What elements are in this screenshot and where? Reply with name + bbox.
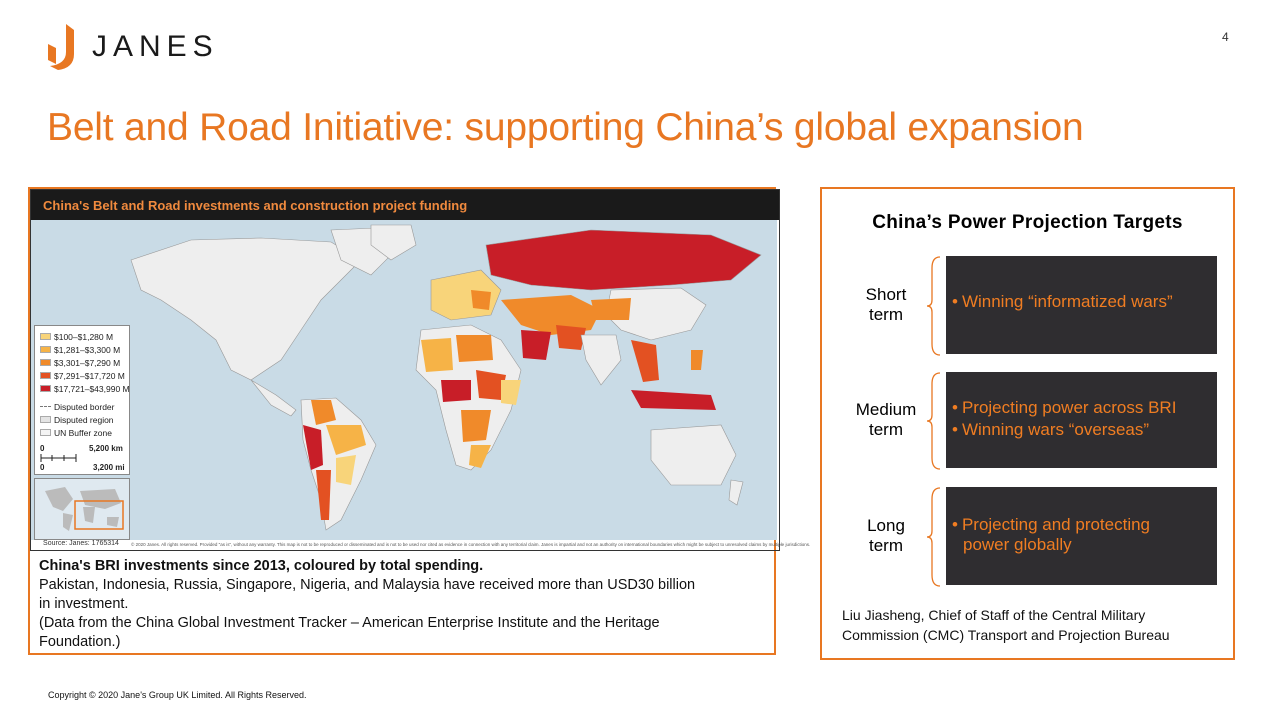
term-label-line: term xyxy=(869,305,903,324)
term-label-line: term xyxy=(869,420,903,439)
target-bullet: • Winning “informatized wars” xyxy=(952,292,1173,311)
map-figure: China's Belt and Road investments and co… xyxy=(30,189,810,551)
attribution-line: Commission (CMC) Transport and Projectio… xyxy=(842,627,1170,643)
target-box-short: • Winning “informatized wars” xyxy=(946,256,1217,354)
map-panel: China's Belt and Road investments and co… xyxy=(28,187,810,655)
world-map xyxy=(31,220,777,540)
legend-item: $1,281–$3,300 M xyxy=(40,344,121,355)
term-label-line: Medium xyxy=(855,400,917,419)
legend-item: $17,721–$43,990 M xyxy=(40,383,130,394)
targets-panel: China’s Power Projection Targets Short t… xyxy=(820,187,1235,660)
scale-mi: 3,200 mi xyxy=(93,463,125,472)
curly-bracket-icon xyxy=(926,256,941,356)
scale-km: 5,200 km xyxy=(89,444,123,453)
attribution-line: Liu Jiasheng, Chief of Staff of the Cent… xyxy=(842,607,1146,623)
legend-label: Disputed region xyxy=(54,414,114,425)
brand-name: JANES xyxy=(92,30,219,63)
caption-line: Foundation.) xyxy=(39,634,121,650)
legend-label: $17,721–$43,990 M xyxy=(54,383,130,394)
legend-item: UN Buffer zone xyxy=(40,427,112,438)
slide-title: Belt and Road Initiative: supporting Chi… xyxy=(47,106,1084,149)
legend-label: $100–$1,280 M xyxy=(54,331,114,342)
legend-label: $7,291–$17,720 M xyxy=(54,370,125,381)
targets-title: China’s Power Projection Targets xyxy=(872,212,1183,233)
caption-line: in investment. xyxy=(39,596,129,612)
curly-bracket-icon xyxy=(926,487,941,587)
legend-label: $3,301–$7,290 M xyxy=(54,357,121,368)
target-bullet: • Projecting power across BRI xyxy=(952,398,1177,417)
target-box-long: • Projecting and protecting power globall… xyxy=(946,487,1217,585)
target-bullet: • Winning wars “overseas” xyxy=(952,420,1150,439)
legend-item: Disputed region xyxy=(40,414,114,425)
target-bullet-continuation: power globally xyxy=(963,535,1072,554)
term-label-medium: Medium term xyxy=(830,400,942,440)
scale-zero: 0 xyxy=(40,444,45,453)
caption-line: (Data from the China Global Investment T… xyxy=(39,615,660,631)
target-bullet: • Projecting and protecting xyxy=(952,515,1151,534)
map-title: China's Belt and Road investments and co… xyxy=(43,198,468,213)
map-caption: China's BRI investments since 2013, colo… xyxy=(39,557,769,652)
term-label-short: Short term xyxy=(830,285,942,325)
map-header: China's Belt and Road investments and co… xyxy=(31,190,779,220)
legend-item: $7,291–$17,720 M xyxy=(40,370,125,381)
term-label-line: Short xyxy=(865,285,907,304)
caption-heading: China's BRI investments since 2013, colo… xyxy=(39,558,484,574)
scale-zero: 0 xyxy=(40,463,45,472)
map-footnote: © 2020 Janes. All rights reserved. Provi… xyxy=(131,542,811,547)
legend-item: $100–$1,280 M xyxy=(40,331,114,342)
scale-bar-icon xyxy=(40,454,77,462)
legend-label: $1,281–$3,300 M xyxy=(54,344,121,355)
legend-label: Disputed border xyxy=(54,401,115,412)
target-box-medium: • Projecting power across BRI • Winning wa… xyxy=(946,372,1217,468)
locator-map-icon xyxy=(35,479,129,539)
caption-line: Pakistan, Indonesia, Russia, Singapore, … xyxy=(39,577,696,593)
term-label-line: Long xyxy=(867,516,905,535)
legend-item: $3,301–$7,290 M xyxy=(40,357,121,368)
term-label-line: term xyxy=(869,536,903,555)
legend-label: UN Buffer zone xyxy=(54,427,112,438)
locator-inset xyxy=(34,478,130,540)
legend-item: Disputed border xyxy=(40,401,115,412)
quote-attribution: Liu Jiasheng, Chief of Staff of the Cent… xyxy=(842,605,1232,645)
term-label-long: Long term xyxy=(830,516,942,556)
map-legend: $100–$1,280 M $1,281–$3,300 M $3,301–$7,… xyxy=(34,325,130,475)
janes-logo-mark-icon xyxy=(48,24,74,70)
copyright-notice: Copyright © 2020 Jane's Group UK Limited… xyxy=(48,690,307,700)
map-source: Source: Janes: 1765314 xyxy=(43,540,119,547)
curly-bracket-icon xyxy=(926,372,941,470)
page-number: 4 xyxy=(1222,30,1229,44)
